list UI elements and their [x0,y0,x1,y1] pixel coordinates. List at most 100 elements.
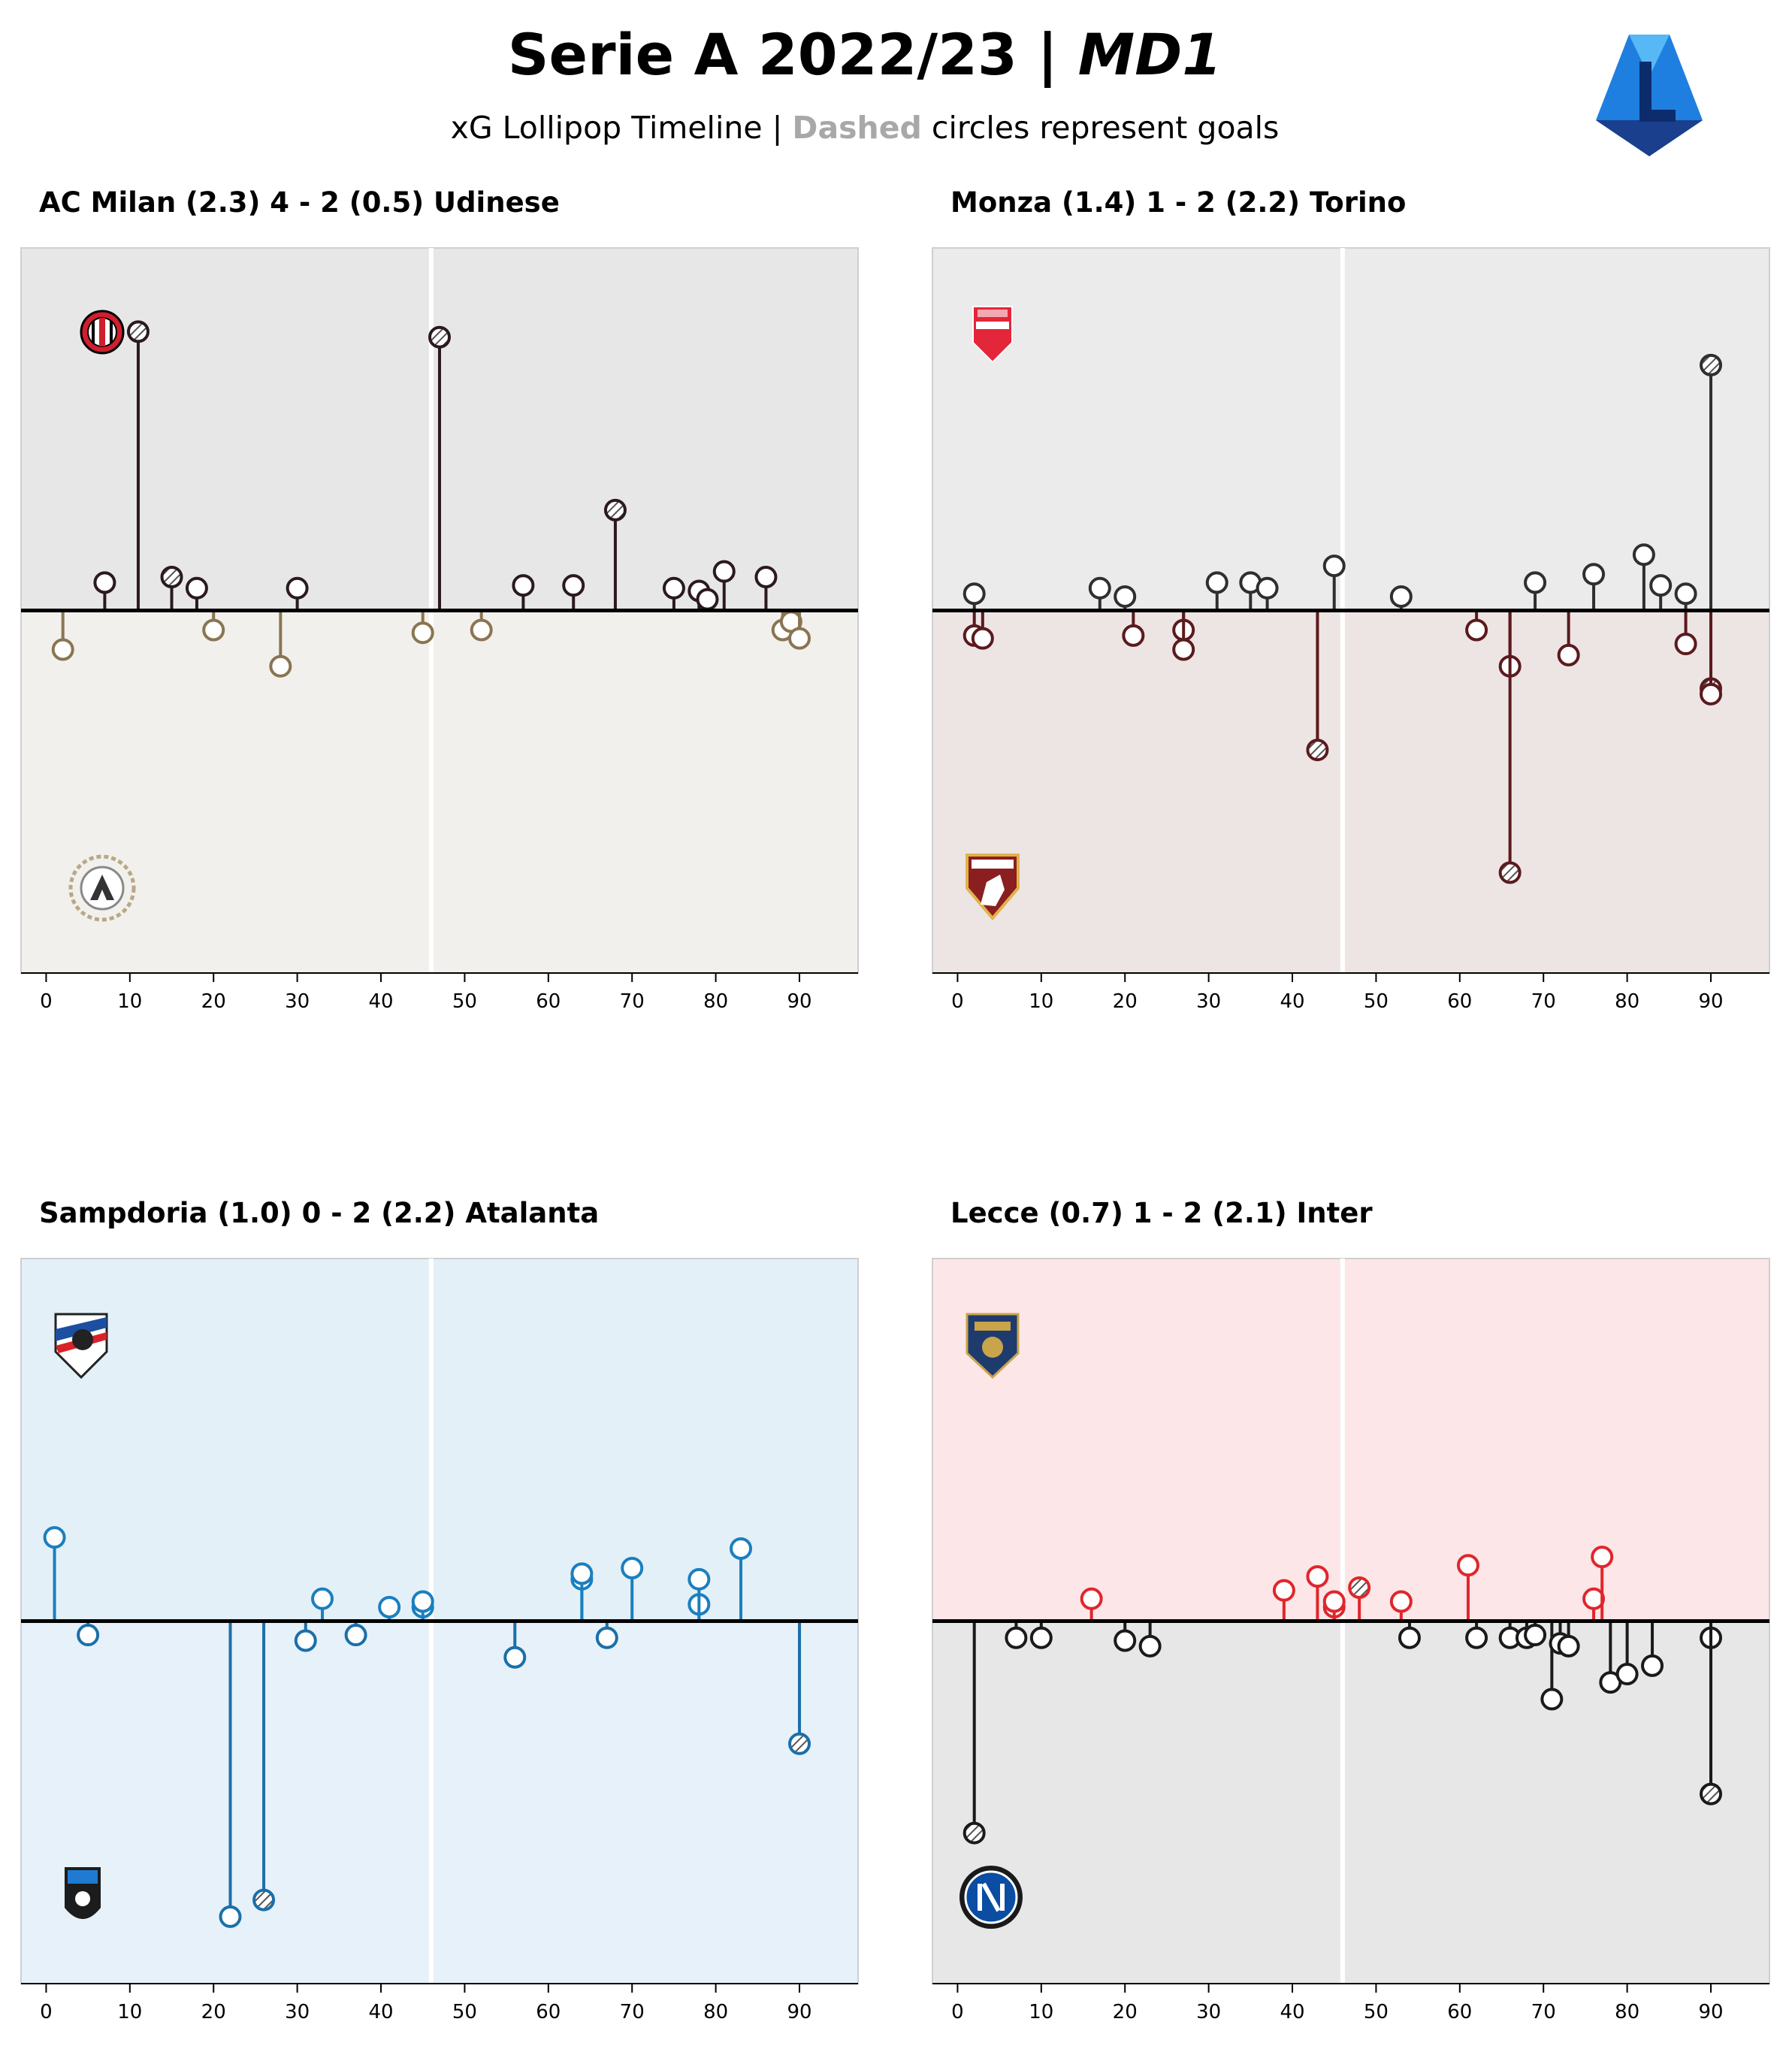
x-tick-label: 70 [1531,2001,1556,2023]
away-marker [788,627,811,650]
away-marker [1465,618,1488,642]
away-goal [252,1621,276,1911]
away-marker [1524,1624,1547,1647]
away-marker [411,621,434,645]
title-main: Serie A 2022/23 | [507,21,1078,88]
x-tick-label: 90 [1698,2001,1723,2023]
home-shot [1306,1565,1329,1621]
x-tick-label: 90 [1698,990,1723,1013]
chart-panel-3: 0 10 20 30 40 50 60 70 80 90 [20,1258,859,2023]
away-goal [1498,610,1522,884]
x-tick-label: 50 [1364,990,1389,1013]
home-marker [1088,576,1111,600]
away-shot [1540,1621,1564,1711]
home-shot [570,1562,594,1621]
title-matchday: MD1 [1077,21,1222,88]
away-marker [1306,739,1329,762]
lecce-crest-icon [966,1313,1020,1380]
match-title-4: Lecce (0.7) 1 - 2 (2.1) Inter [950,1197,1373,1229]
away-marker [962,1821,986,1845]
away-shot [1557,1621,1580,1658]
x-tick-label: 10 [117,2001,142,2023]
home-shot [662,576,685,611]
serie-a-logo-icon [1596,35,1703,156]
home-shot [696,588,719,611]
home-background [932,248,1769,611]
away-marker [1005,1626,1028,1649]
x-tick-label: 90 [787,2001,811,2023]
away-marker [219,1905,242,1928]
home-marker [1649,574,1673,597]
away-goal [1306,610,1329,762]
away-marker [1138,1634,1162,1658]
away-marker [252,1888,276,1911]
x-tick-label: 60 [1447,990,1472,1013]
home-marker [1524,571,1547,594]
home-shot [286,576,309,611]
away-marker [1674,633,1697,656]
away-marker [1700,1782,1723,1806]
home-shot [1322,1590,1346,1621]
away-marker [269,654,292,678]
away-goal [962,1621,986,1845]
home-marker [1632,543,1655,567]
home-shot [512,574,535,611]
home-marker [286,576,309,600]
home-shot [1582,563,1606,611]
away-shot [77,1621,100,1647]
home-shot [378,1595,401,1621]
home-marker [1674,582,1697,606]
x-tick-label: 40 [368,990,393,1013]
away-marker [1465,1626,1488,1649]
away-marker [202,618,225,642]
home-shot [1256,576,1279,611]
home-shot [1456,1554,1479,1621]
home-marker [712,560,736,583]
match-title-3: Sampdoria (1.0) 0 - 2 (2.2) Atalanta [39,1197,600,1229]
away-shot [1615,1621,1639,1686]
home-marker [1306,1565,1329,1588]
home-goal [1348,1576,1371,1621]
x-tick-label: 80 [1615,2001,1639,2023]
x-tick-label: 20 [1113,2001,1138,2023]
x-tick-label: 40 [1280,990,1304,1013]
away-marker [1398,1626,1421,1649]
sampdoria-crest-icon [54,1313,108,1380]
chart-panel-2: 0 10 20 30 40 50 60 70 80 90 [932,247,1770,1013]
away-marker [344,1624,367,1647]
home-marker [1322,555,1346,578]
home-shot [411,1590,434,1621]
away-marker [51,638,74,661]
away-shot [1465,1621,1488,1649]
home-marker [730,1537,753,1560]
away-marker [503,1646,527,1669]
away-shot [1465,610,1488,642]
away-shot [1114,1621,1137,1652]
home-marker [411,1590,434,1613]
home-goal [603,498,627,611]
subtitle-pre: xG Lollipop Timeline | [450,110,793,146]
away-shot [294,1621,317,1652]
home-marker [43,1526,66,1549]
away-goal [788,1621,811,1755]
away-shot [1398,1621,1421,1649]
home-shot [185,576,208,611]
home-shot [1674,582,1697,611]
chart-title: Serie A 2022/23 | MD1 [0,21,1730,88]
home-marker [1114,585,1137,608]
chart-panel-4: 0 10 20 30 40 50 60 70 80 90 [932,1258,1770,2023]
away-marker [1700,682,1723,706]
home-marker [754,565,778,588]
home-marker [696,588,719,611]
home-marker [311,1587,334,1610]
x-tick-label: 30 [1196,2001,1221,2023]
home-background [21,1259,858,1621]
away-shot [1138,1621,1162,1658]
home-marker [1205,571,1228,594]
away-shot [1557,610,1580,666]
away-shot [1674,610,1697,656]
home-shot [93,571,116,611]
away-shot [1700,610,1723,706]
home-shot [687,1567,711,1621]
home-shot [1632,543,1655,611]
